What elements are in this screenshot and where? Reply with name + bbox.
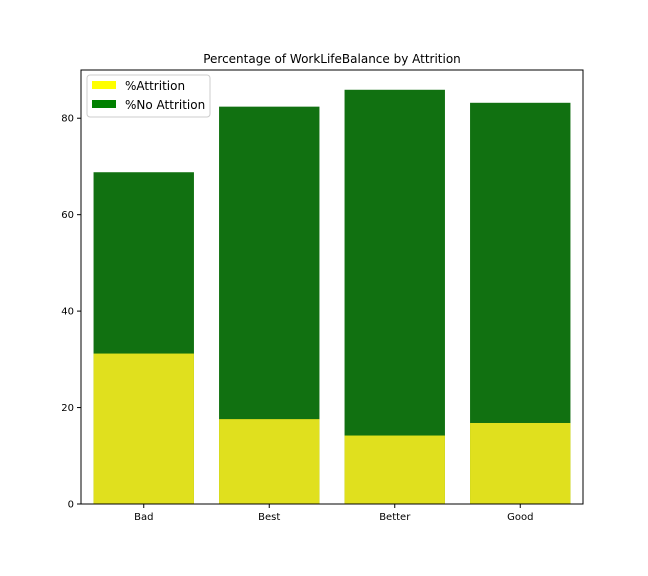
x-tick-label-best: Best bbox=[258, 512, 280, 523]
y-tick-label: 60 bbox=[61, 210, 74, 221]
legend-box bbox=[86, 74, 211, 118]
x-tick-label-good: Good bbox=[507, 512, 533, 523]
bar-attrition-good bbox=[470, 422, 571, 504]
y-axis: 0 20 40 60 80 bbox=[61, 114, 81, 511]
legend-label-attrition: %Attrition bbox=[125, 79, 185, 93]
x-tick-label-better: Better bbox=[379, 512, 411, 523]
plot-frame bbox=[80, 69, 584, 505]
x-tick-label-bad: Bad bbox=[134, 512, 153, 523]
y-tick-label: 40 bbox=[61, 307, 74, 318]
bar-attrition-better bbox=[344, 435, 445, 504]
bars-layer bbox=[93, 89, 571, 505]
legend: %Attrition %No Attrition bbox=[86, 74, 211, 118]
y-tick-label: 0 bbox=[68, 500, 74, 511]
bar-attrition-bad bbox=[93, 353, 194, 504]
y-tick-label: 80 bbox=[61, 114, 74, 125]
x-axis: Bad Best Better Good bbox=[134, 504, 533, 523]
bar-no-attrition-better bbox=[344, 89, 445, 504]
y-tick-label: 20 bbox=[61, 403, 74, 414]
legend-label-no-attrition: %No Attrition bbox=[125, 98, 205, 112]
bar-attrition-best bbox=[219, 419, 320, 504]
chart-title: Percentage of WorkLifeBalance by Attriti… bbox=[203, 52, 461, 66]
legend-swatch-no-attrition bbox=[92, 100, 116, 108]
legend-swatch-attrition bbox=[92, 81, 116, 89]
